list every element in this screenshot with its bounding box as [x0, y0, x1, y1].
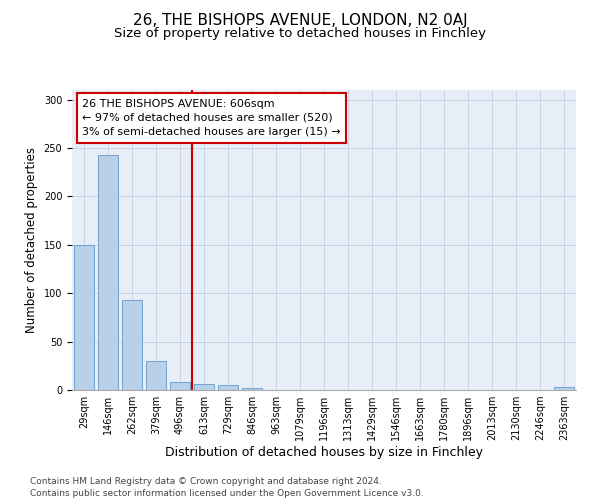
Text: Contains public sector information licensed under the Open Government Licence v3: Contains public sector information licen…: [30, 489, 424, 498]
Text: Size of property relative to detached houses in Finchley: Size of property relative to detached ho…: [114, 28, 486, 40]
Text: 26, THE BISHOPS AVENUE, LONDON, N2 0AJ: 26, THE BISHOPS AVENUE, LONDON, N2 0AJ: [133, 12, 467, 28]
Bar: [146, 361, 166, 390]
Bar: [242, 388, 262, 390]
Bar: [74, 245, 94, 390]
Y-axis label: Number of detached properties: Number of detached properties: [25, 147, 38, 333]
Bar: [194, 384, 214, 390]
Text: Contains HM Land Registry data © Crown copyright and database right 2024.: Contains HM Land Registry data © Crown c…: [30, 478, 382, 486]
Bar: [218, 385, 238, 390]
Bar: [122, 300, 142, 390]
X-axis label: Distribution of detached houses by size in Finchley: Distribution of detached houses by size …: [165, 446, 483, 459]
Bar: [554, 387, 574, 390]
Bar: [170, 382, 190, 390]
Bar: [98, 155, 118, 390]
Text: 26 THE BISHOPS AVENUE: 606sqm
← 97% of detached houses are smaller (520)
3% of s: 26 THE BISHOPS AVENUE: 606sqm ← 97% of d…: [82, 99, 341, 137]
